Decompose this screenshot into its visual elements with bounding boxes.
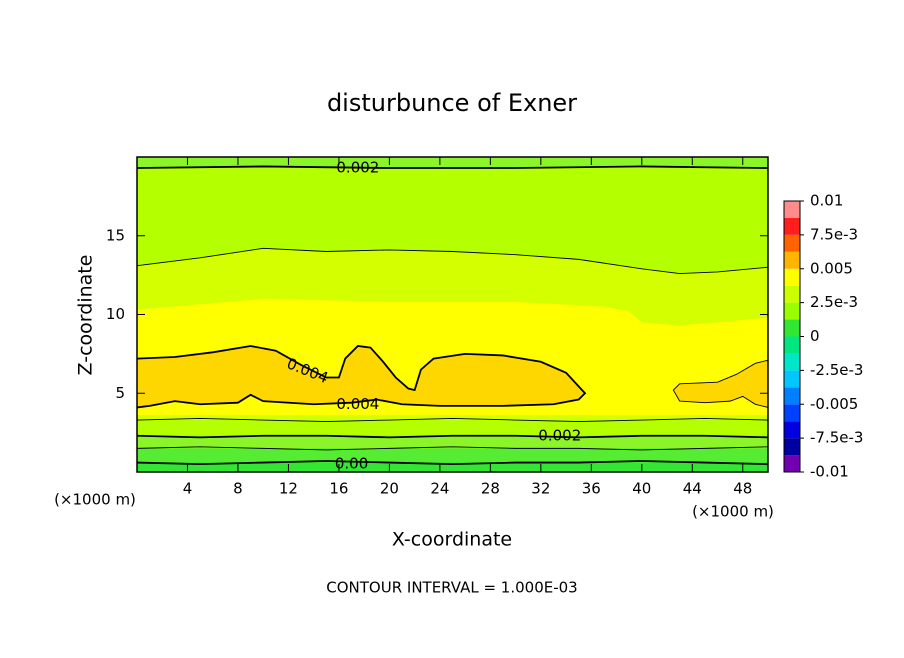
colorbar-box: [784, 336, 800, 354]
x-tick-label: 36: [582, 480, 601, 498]
chart-title: disturbunce of Exner: [327, 89, 577, 117]
colorbar-box: [784, 268, 800, 286]
colorbar-box: [784, 455, 800, 472]
colorbar-tick-label: 0.005: [810, 259, 853, 277]
x-tick-label: 40: [632, 480, 651, 498]
x-tick-label: 8: [233, 480, 243, 498]
y-tick-label: 15: [106, 226, 125, 244]
colorbar-box: [784, 201, 800, 218]
contour-line: [136, 247, 769, 275]
colorbar-box: [784, 438, 800, 456]
contour-line: [136, 460, 769, 466]
colorbar-box: [784, 285, 800, 303]
colorbar-box: [784, 302, 800, 320]
contour-line: [672, 359, 769, 408]
x-tick-label: 32: [531, 480, 550, 498]
contour-line: [136, 417, 769, 423]
colorbar-tick-label: 7.5e-3: [810, 225, 858, 243]
x-tick-label: 16: [329, 480, 348, 498]
colorbar-box: [784, 404, 800, 422]
y-axis-label: Z-coordinate: [75, 255, 97, 376]
contour-band: [137, 157, 768, 169]
colorbar-tick-label: 0.01: [810, 192, 843, 210]
x-tick-label: 12: [279, 480, 298, 498]
colorbar-box: [784, 319, 800, 337]
contour-label: 0.004: [336, 395, 379, 413]
colorbar-box: [784, 217, 800, 235]
contour-line: [136, 165, 769, 169]
colorbar-tick-label: -7.5e-3: [810, 429, 863, 447]
contour-line: [136, 434, 769, 439]
colorbar-tick-label: 0: [810, 327, 820, 345]
colorbar-box: [784, 234, 800, 252]
x-tick-label: 24: [430, 480, 449, 498]
colorbar-tick-label: -2.5e-3: [810, 361, 863, 379]
contour-line: [136, 446, 769, 451]
y-unit: (×1000 m): [54, 491, 136, 509]
colorbar-tick-label: -0.005: [810, 395, 858, 413]
colorbar-box: [784, 421, 800, 439]
x-tick-label: 20: [380, 480, 399, 498]
contour-label: 0.002: [538, 426, 581, 444]
colorbar-box: [784, 370, 800, 388]
y-tick-label: 10: [106, 305, 125, 323]
colorbar-box: [784, 353, 800, 371]
x-tick-label: 28: [481, 480, 500, 498]
colorbar-box: [784, 251, 800, 269]
x-tick-label: 48: [733, 480, 752, 498]
contour-line: [136, 345, 587, 409]
contour-band: [137, 435, 768, 449]
contour-fill: [673, 360, 768, 408]
x-axis-label: X-coordinate: [392, 529, 512, 551]
x-tick-label: 4: [183, 480, 193, 498]
colorbar-box: [784, 387, 800, 405]
contour-band: [137, 448, 768, 463]
contour-label: 0.002: [336, 159, 379, 177]
contour-label: 0.00: [335, 455, 368, 473]
y-tick-label: 5: [115, 384, 125, 402]
x-tick-label: 44: [683, 480, 702, 498]
colorbar-tick-label: -0.01: [810, 463, 849, 481]
note: CONTOUR INTERVAL = 1.000E-03: [326, 579, 577, 597]
contour-band: [137, 462, 768, 472]
x-unit: (×1000 m): [692, 503, 774, 521]
contour-fill: [137, 346, 586, 408]
colorbar-tick-label: 2.5e-3: [810, 293, 858, 311]
